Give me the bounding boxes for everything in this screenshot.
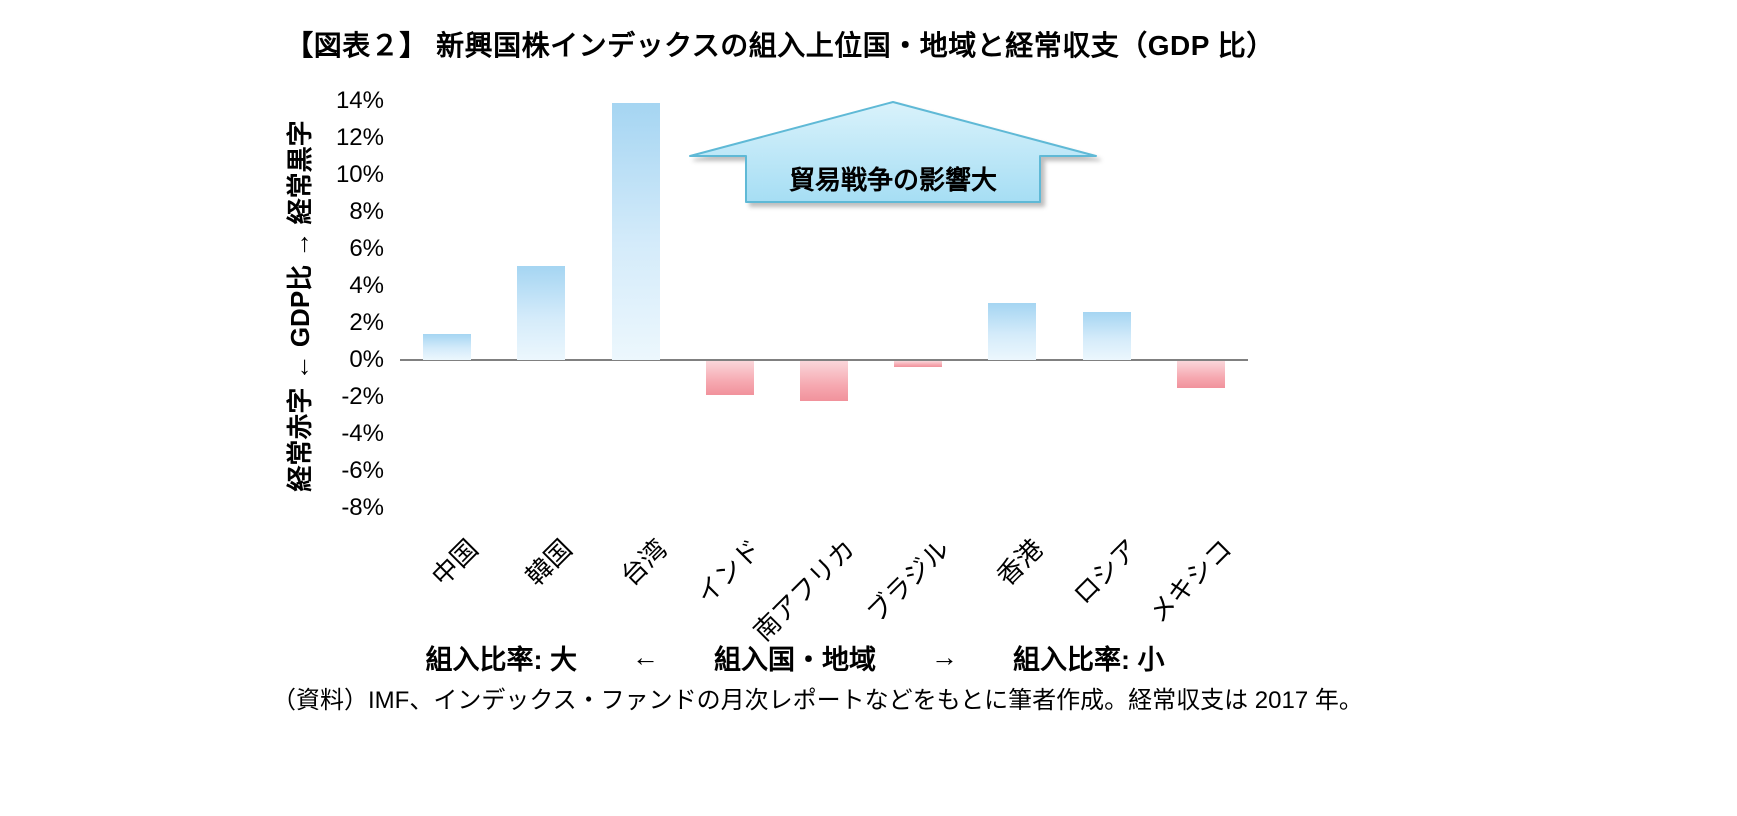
weight-note-center: 組入国・地域 [714, 645, 876, 675]
y-tick-label: -2% [341, 383, 384, 410]
y-tick-label: 14% [335, 87, 384, 114]
category-label-韓国: 韓国 [520, 533, 579, 592]
chart-title: 【図表２】 新興国株インデックスの組入上位国・地域と経常収支（GDP 比） [285, 30, 1275, 61]
x-axis-labels: 中国 韓国 台湾 インド 南アフリカ ブラジル 香港 ロシア メキシコ [400, 508, 1248, 648]
bar-中国 [423, 334, 472, 360]
y-tick-label: -6% [341, 457, 384, 484]
bar-ブラジル [894, 361, 943, 368]
bar-台湾 [611, 102, 660, 360]
weight-note-right: 組入比率: 小 [1013, 645, 1165, 675]
category-label-香港: 香港 [991, 533, 1050, 592]
y-tick-label: 10% [335, 161, 384, 188]
category-label-台湾: 台湾 [614, 533, 673, 592]
source-note: （資料）IMF、インデックス・ファンドの月次レポートなどをもとに筆者作成。経常収… [272, 687, 1363, 714]
y-tick-label: 4% [349, 272, 384, 299]
left-arrow: ← [632, 642, 659, 672]
bar-ロシア [1082, 311, 1131, 360]
up-arrow-shape [689, 101, 1097, 203]
category-label-インド: インド [690, 533, 767, 610]
category-label-中国: 中国 [425, 533, 484, 592]
y-tick-label: 12% [335, 124, 384, 151]
bar-南アフリカ [800, 361, 848, 401]
y-axis-ticks: 14% 12% 10% 8% 6% 4% 2% 0% -2% -4% -6% -8% [300, 87, 392, 521]
category-label-メキシコ: メキシコ [1142, 533, 1238, 629]
bar-韓国 [517, 265, 566, 360]
y-tick-label: 6% [349, 235, 384, 262]
callout-text: 貿易戦争の影響大 [788, 164, 997, 195]
y-tick-label: 2% [349, 309, 384, 336]
right-arrow: → [931, 642, 958, 672]
category-label-ロシア: ロシア [1067, 533, 1144, 610]
weight-note: 組入比率: 大 ← 組入国・地域 → 組入比率: 小 [280, 638, 1310, 677]
bar-メキシコ [1176, 361, 1225, 388]
y-tick-label: 0% [349, 346, 384, 373]
trade-war-callout: 貿易戦争の影響大 [688, 100, 1098, 206]
category-label-南アフリカ: 南アフリカ [747, 533, 861, 647]
bar-インド [705, 361, 754, 396]
y-tick-label: -4% [341, 420, 384, 447]
weight-note-left: 組入比率: 大 [425, 645, 578, 675]
plot-area [400, 101, 1248, 508]
y-tick-label: -8% [341, 494, 384, 521]
bar-香港 [988, 302, 1037, 360]
zero-axis-line [400, 359, 1248, 361]
category-label-ブラジル: ブラジル [860, 533, 955, 628]
y-tick-label: 8% [349, 198, 384, 225]
